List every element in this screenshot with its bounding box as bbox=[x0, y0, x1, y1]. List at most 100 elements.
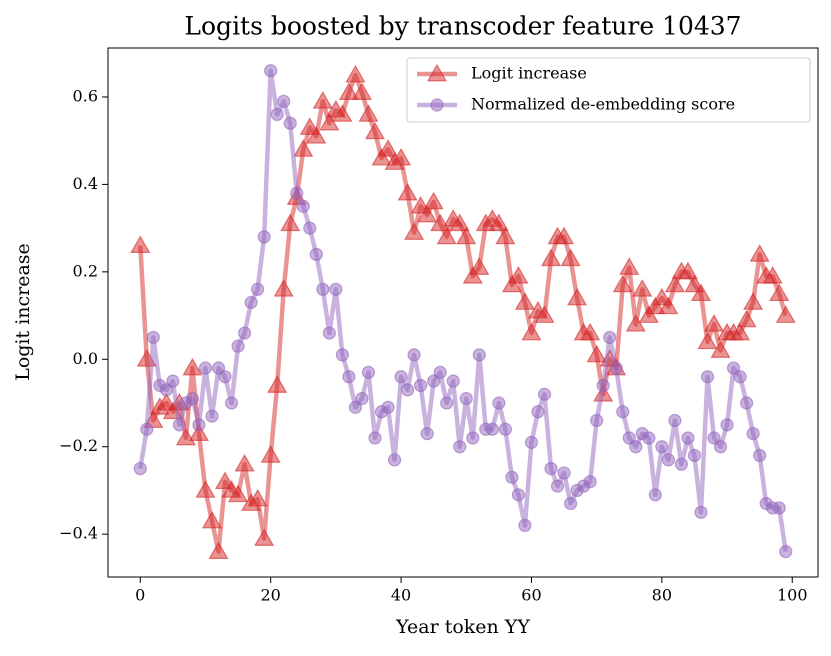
data-point bbox=[583, 475, 597, 489]
legend-label: Normalized de-embedding score bbox=[471, 95, 735, 114]
data-point bbox=[586, 344, 607, 363]
data-point bbox=[273, 279, 294, 297]
data-point bbox=[404, 222, 425, 240]
data-point bbox=[237, 326, 252, 340]
series bbox=[133, 64, 793, 559]
data-point bbox=[560, 248, 581, 267]
x-tick-label: 60 bbox=[521, 586, 541, 605]
series-line bbox=[138, 72, 788, 554]
data-point bbox=[436, 226, 457, 245]
data-point bbox=[192, 418, 206, 432]
data-point bbox=[590, 413, 604, 428]
data-point bbox=[762, 266, 783, 284]
data-point bbox=[550, 479, 565, 493]
data-point bbox=[342, 370, 356, 384]
data-point bbox=[234, 453, 255, 472]
data-point bbox=[733, 370, 747, 384]
data-point bbox=[371, 147, 392, 166]
data-point bbox=[188, 423, 209, 441]
data-point bbox=[616, 405, 630, 419]
data-point bbox=[368, 431, 382, 445]
data-point bbox=[185, 392, 200, 406]
data-point bbox=[638, 305, 659, 323]
data-point bbox=[159, 383, 173, 397]
data-point bbox=[414, 378, 428, 393]
data-point bbox=[335, 348, 349, 362]
y-tick-label: 0.2 bbox=[73, 261, 98, 280]
data-point bbox=[228, 484, 249, 503]
data-point bbox=[713, 440, 728, 454]
data-point bbox=[674, 457, 689, 471]
data-point bbox=[280, 213, 301, 232]
data-point bbox=[518, 518, 532, 533]
data-point bbox=[508, 266, 529, 284]
data-point bbox=[361, 365, 376, 379]
x-tick-label: 0 bbox=[135, 586, 145, 605]
data-point bbox=[195, 480, 216, 498]
data-point bbox=[251, 282, 265, 296]
data-point bbox=[540, 248, 562, 267]
data-point bbox=[625, 314, 646, 332]
x-tick-label: 20 bbox=[260, 586, 280, 605]
data-point bbox=[531, 405, 545, 419]
data-point bbox=[377, 139, 399, 157]
data-point bbox=[629, 440, 643, 454]
plot-frame bbox=[107, 47, 819, 578]
data-point bbox=[690, 283, 712, 302]
data-point bbox=[358, 104, 379, 122]
data-point bbox=[619, 257, 640, 275]
data-point bbox=[505, 470, 519, 484]
data-point bbox=[521, 322, 542, 341]
data-point bbox=[655, 440, 669, 454]
data-point bbox=[612, 274, 633, 293]
data-point bbox=[779, 545, 793, 559]
data-point bbox=[720, 418, 734, 432]
data-point bbox=[557, 466, 571, 480]
data-point bbox=[400, 383, 415, 397]
data-point bbox=[182, 357, 203, 376]
data-point bbox=[211, 361, 226, 375]
data-point bbox=[469, 257, 490, 275]
data-point bbox=[348, 400, 363, 414]
data-point bbox=[664, 274, 685, 293]
data-point bbox=[769, 283, 790, 302]
data-point bbox=[775, 305, 796, 323]
data-point bbox=[537, 387, 552, 401]
y-tick-label: 0.4 bbox=[73, 174, 98, 193]
data-point bbox=[397, 182, 418, 201]
data-point bbox=[381, 400, 395, 414]
data-point bbox=[694, 505, 708, 519]
data-point bbox=[449, 213, 470, 232]
x-tick-label: 40 bbox=[391, 586, 411, 605]
legend-marker bbox=[426, 63, 448, 82]
data-point bbox=[293, 139, 314, 157]
x-tick-label: 100 bbox=[777, 586, 808, 605]
data-point bbox=[622, 431, 636, 445]
data-point bbox=[312, 91, 333, 109]
data-point bbox=[345, 64, 366, 83]
data-point bbox=[260, 445, 281, 463]
data-point bbox=[283, 116, 297, 130]
legend-label: Logit increase bbox=[471, 64, 587, 83]
data-point bbox=[205, 409, 219, 423]
data-point bbox=[257, 230, 271, 244]
data-point bbox=[642, 431, 656, 445]
data-point bbox=[603, 330, 617, 345]
data-point bbox=[423, 191, 444, 210]
data-point bbox=[140, 422, 154, 436]
data-point bbox=[710, 340, 731, 358]
data-point bbox=[427, 374, 441, 388]
data-point bbox=[677, 261, 698, 280]
data-point bbox=[609, 361, 623, 375]
data-point bbox=[277, 94, 291, 108]
data-point bbox=[351, 82, 372, 100]
chart-title: Logits boosted by transcoder feature 104… bbox=[184, 12, 741, 41]
data-point bbox=[645, 296, 666, 315]
data-point bbox=[440, 396, 454, 410]
data-point bbox=[319, 112, 340, 131]
data-point bbox=[462, 266, 483, 284]
data-point bbox=[303, 221, 317, 235]
data-point bbox=[355, 392, 369, 406]
y-tick-label: −0.4 bbox=[59, 524, 98, 543]
series-line bbox=[138, 68, 788, 552]
